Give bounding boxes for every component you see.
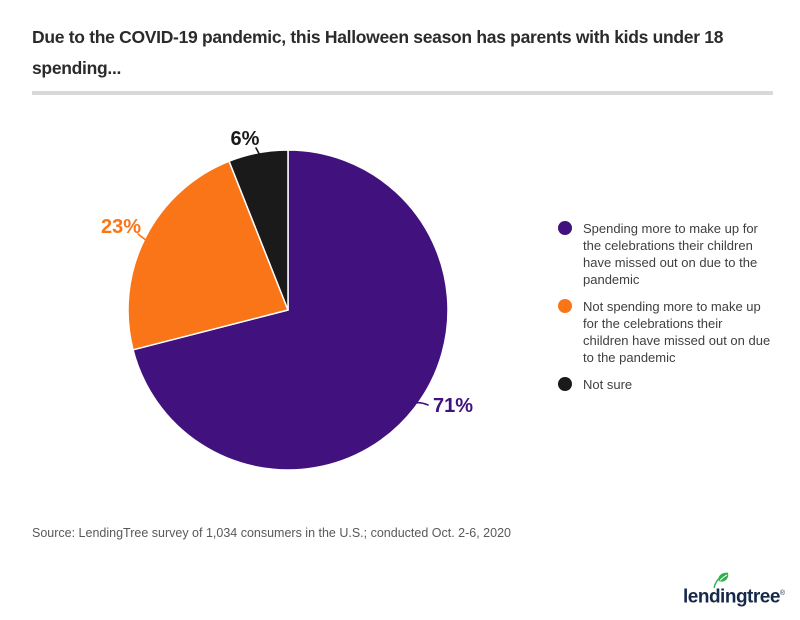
pie-label-1: 23%: [101, 216, 141, 238]
legend-item-2: Not sure: [556, 376, 774, 393]
pie-label-leader-0: [405, 401, 429, 411]
pie-label-0: 71%: [433, 395, 473, 417]
pie-label-leader-2: [255, 147, 263, 160]
chart-title: Due to the COVID-19 pandemic, this Hallo…: [32, 27, 724, 78]
legend-item-1: Not spending more to make up for the cel…: [556, 298, 774, 366]
logo-text: lendingtree: [683, 586, 780, 608]
leaf-vein: [719, 574, 728, 581]
source-note: Source: LendingTree survey of 1,034 cons…: [32, 526, 511, 540]
lendingtree-logo: lendingtree®: [683, 572, 785, 608]
legend-swatch-icon: [558, 299, 572, 313]
pie-svg: 71% 23% 6%: [101, 128, 473, 471]
title-divider: [32, 91, 773, 95]
legend-swatch-icon: [558, 377, 572, 391]
legend-label: Not spending more to make up for the cel…: [583, 299, 771, 365]
registered-mark: ®: [779, 590, 785, 597]
pie-label-2: 6%: [231, 128, 260, 150]
leaf-icon: [713, 572, 729, 588]
legend-label: Not sure: [583, 377, 633, 392]
pie-slice-1: [127, 160, 289, 351]
legend: Spending more to make up for the celebra…: [556, 220, 774, 393]
logo-wordmark: lendingtree®: [683, 572, 785, 608]
legend-item-0: Spending more to make up for the celebra…: [556, 220, 774, 288]
pie-label-leader-1: [137, 233, 148, 242]
pie-slice-0: [132, 149, 449, 471]
legend-swatch-icon: [558, 221, 572, 235]
legend-label: Spending more to make up for the celebra…: [583, 221, 758, 287]
